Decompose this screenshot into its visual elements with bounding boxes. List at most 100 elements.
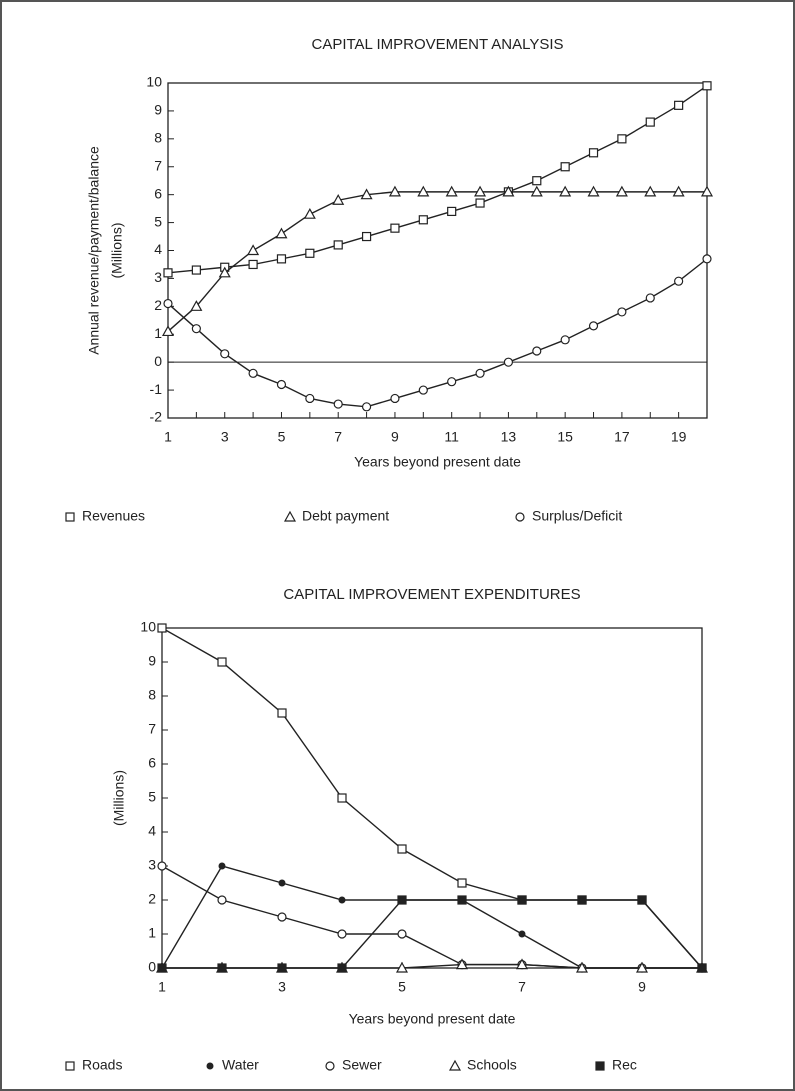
marker [338, 964, 346, 972]
marker [458, 879, 466, 887]
marker [249, 369, 257, 377]
x-tick-label: 5 [398, 979, 406, 995]
marker [533, 347, 541, 355]
marker [476, 369, 484, 377]
legend-label: Debt payment [302, 508, 389, 524]
y-tick-label: 6 [148, 755, 156, 771]
marker [519, 931, 526, 938]
legend-label: Schools [467, 1057, 517, 1073]
marker [218, 964, 226, 972]
y-tick-label: 9 [148, 653, 156, 669]
y-tick-label: 3 [148, 857, 156, 873]
marker [249, 260, 257, 268]
x-tick-label: 1 [158, 979, 166, 995]
marker [398, 845, 406, 853]
page: CAPITAL IMPROVEMENT ANALYSIS-2-101234567… [0, 0, 795, 1091]
marker [278, 913, 286, 921]
marker [590, 149, 598, 157]
marker [419, 216, 427, 224]
x-axis-label: Years beyond present date [354, 454, 521, 470]
marker [638, 896, 646, 904]
marker [277, 381, 285, 389]
marker [326, 1062, 334, 1070]
y-tick-label: 10 [140, 619, 156, 635]
marker [207, 1063, 214, 1070]
y-tick-label: -2 [150, 409, 163, 425]
y-tick-label: 6 [154, 185, 162, 201]
x-tick-label: 3 [278, 979, 286, 995]
marker [218, 896, 226, 904]
legend-label: Water [222, 1057, 259, 1073]
marker [533, 177, 541, 185]
marker [590, 322, 598, 330]
marker [458, 896, 466, 904]
y-tick-label: 7 [154, 157, 162, 173]
marker [158, 624, 166, 632]
chart-title: CAPITAL IMPROVEMENT EXPENDITURES [283, 586, 580, 603]
marker [334, 400, 342, 408]
marker [618, 135, 626, 143]
marker [192, 266, 200, 274]
marker [561, 163, 569, 171]
y-tick-label: 0 [154, 353, 162, 369]
marker [504, 358, 512, 366]
y-tick-label: 4 [148, 823, 156, 839]
marker [279, 880, 286, 887]
y-tick-label: 8 [154, 130, 162, 146]
marker [448, 378, 456, 386]
page-border [1, 1, 794, 1090]
x-axis-label: Years beyond present date [349, 1011, 516, 1027]
marker [363, 403, 371, 411]
marker [578, 896, 586, 904]
marker [703, 82, 711, 90]
marker [476, 199, 484, 207]
x-tick-label: 13 [501, 429, 517, 445]
marker [646, 294, 654, 302]
y-tick-label: 1 [154, 325, 162, 341]
x-tick-label: 1 [164, 429, 172, 445]
y-tick-label: 9 [154, 102, 162, 118]
marker [338, 794, 346, 802]
y-tick-label: 10 [146, 74, 162, 90]
y-axis-label: (Millions) [109, 223, 125, 279]
marker [192, 325, 200, 333]
y-tick-label: 1 [148, 925, 156, 941]
marker [221, 350, 229, 358]
x-tick-label: 7 [334, 429, 342, 445]
y-tick-label: 2 [154, 297, 162, 313]
marker [561, 336, 569, 344]
y-tick-label: 8 [148, 687, 156, 703]
y-tick-label: 0 [148, 959, 156, 975]
marker [618, 308, 626, 316]
marker [278, 964, 286, 972]
marker [391, 224, 399, 232]
x-tick-label: 5 [278, 429, 286, 445]
marker [66, 1062, 74, 1070]
x-tick-label: 9 [638, 979, 646, 995]
marker [164, 300, 172, 308]
legend-label: Roads [82, 1057, 122, 1073]
x-tick-label: 3 [221, 429, 229, 445]
marker [219, 863, 226, 870]
y-tick-label: 2 [148, 891, 156, 907]
marker [646, 118, 654, 126]
x-tick-label: 19 [671, 429, 687, 445]
marker [277, 255, 285, 263]
marker [278, 709, 286, 717]
marker [334, 241, 342, 249]
marker [398, 930, 406, 938]
y-tick-label: 7 [148, 721, 156, 737]
marker [703, 255, 711, 263]
y-tick-label: 4 [154, 241, 162, 257]
chart-title: CAPITAL IMPROVEMENT ANALYSIS [311, 36, 563, 53]
marker [518, 896, 526, 904]
legend-label: Revenues [82, 508, 145, 524]
marker [306, 249, 314, 257]
y-tick-label: 3 [154, 269, 162, 285]
legend-label: Rec [612, 1057, 637, 1073]
marker [391, 394, 399, 402]
x-tick-label: 11 [444, 429, 459, 445]
marker [596, 1062, 604, 1070]
x-tick-label: 17 [614, 429, 630, 445]
marker [398, 896, 406, 904]
